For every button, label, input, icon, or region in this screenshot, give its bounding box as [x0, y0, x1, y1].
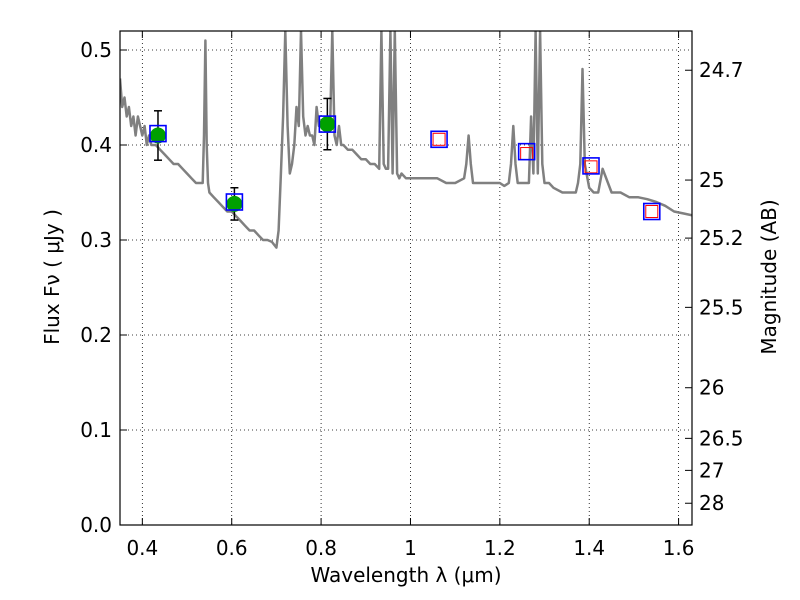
y-tick-label: 0.4: [80, 133, 112, 157]
model-flux-marker: [582, 157, 600, 175]
model-flux-marker: [430, 130, 448, 149]
x-tick-label: 1.6: [663, 536, 695, 560]
model-flux-marker: [642, 202, 661, 221]
model-flux-marker: [225, 193, 244, 211]
model-flux-marker: [517, 142, 536, 161]
x-tick-label: 0.4: [126, 536, 158, 560]
axis-ticks: 0.4 0.6 0.8 1 1.2 1.4 1.6 0.0 0.1 0.2 0.3 0.4 0.5 24.…: [80, 31, 744, 560]
right-tick-label: 24.7: [699, 58, 744, 82]
observed-flux-point: [149, 127, 166, 144]
right-tick-label: 26.5: [699, 426, 744, 450]
model-flux-marker: [149, 124, 167, 143]
x-axis-label: Wavelength λ (μm): [310, 563, 501, 587]
y-tick-label: 0.0: [80, 513, 112, 537]
predicted-flux-marker: [432, 132, 446, 146]
right-tick-label: 25: [699, 168, 724, 192]
right-tick-label: 26: [699, 376, 724, 400]
observed-flux-point: [226, 195, 243, 212]
right-tick-label: 27: [699, 458, 724, 482]
y-tick-label: 0.1: [80, 418, 112, 442]
x-tick-label: 1.2: [484, 536, 516, 560]
grid-lines: [120, 31, 692, 525]
observed-flux-point: [319, 116, 336, 133]
y-tick-label: 0.3: [80, 228, 112, 252]
predicted-flux-marker: [645, 205, 659, 218]
y-tick-label: 0.2: [80, 323, 112, 347]
right-axis-label: Magnitude (AB): [757, 199, 781, 354]
right-tick-label: 25.5: [699, 295, 744, 319]
model-spectrum-layer: [120, 31, 692, 249]
y-tick-label: 0.5: [80, 38, 112, 62]
y-axis-label: Flux Fν ( μJy ): [40, 209, 64, 345]
right-tick-label: 28: [699, 491, 724, 515]
plot-frame: [119, 30, 693, 526]
model-spectrum-line: [120, 31, 692, 249]
model-flux-marker: [318, 115, 337, 133]
photometry-markers: [149, 97, 661, 221]
x-tick-label: 1: [404, 536, 417, 560]
right-tick-label: 25.2: [699, 226, 744, 250]
x-tick-label: 0.8: [305, 536, 337, 560]
x-tick-label: 1.4: [573, 536, 605, 560]
predicted-flux-marker: [584, 160, 598, 174]
x-tick-label: 0.6: [216, 536, 248, 560]
